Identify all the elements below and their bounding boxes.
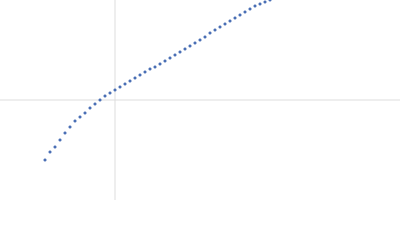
point	[63, 131, 67, 135]
point	[228, 19, 232, 23]
point	[58, 138, 62, 142]
point	[238, 13, 242, 17]
point	[233, 16, 237, 20]
point	[213, 28, 217, 32]
point	[253, 4, 257, 8]
point	[203, 35, 207, 39]
point	[68, 125, 72, 129]
point	[188, 44, 192, 48]
point	[103, 94, 107, 98]
point	[48, 150, 52, 154]
point	[83, 111, 87, 115]
point	[148, 67, 152, 71]
point	[163, 59, 167, 63]
chart	[0, 0, 400, 200]
point	[158, 62, 162, 66]
point	[43, 158, 47, 162]
point	[183, 47, 187, 51]
point	[118, 85, 122, 89]
point	[198, 38, 202, 42]
point	[248, 7, 252, 11]
point	[53, 145, 57, 149]
point	[123, 82, 127, 86]
point	[258, 2, 262, 6]
point	[218, 25, 222, 29]
point	[78, 115, 82, 119]
point	[138, 73, 142, 77]
point	[88, 106, 92, 110]
point	[143, 70, 147, 74]
point	[108, 91, 112, 95]
point	[208, 31, 212, 35]
point	[263, 0, 267, 4]
point	[193, 41, 197, 45]
point	[168, 56, 172, 60]
point	[73, 119, 77, 123]
point	[243, 10, 247, 14]
point	[128, 79, 132, 83]
point	[173, 53, 177, 57]
page: (() => { const data = JSON.parse(documen…	[0, 0, 400, 200]
point	[98, 98, 102, 102]
point	[93, 102, 97, 106]
point	[178, 50, 182, 54]
point	[268, 0, 272, 2]
point	[153, 65, 157, 69]
point	[223, 22, 227, 26]
point	[133, 76, 137, 80]
point	[113, 88, 117, 92]
